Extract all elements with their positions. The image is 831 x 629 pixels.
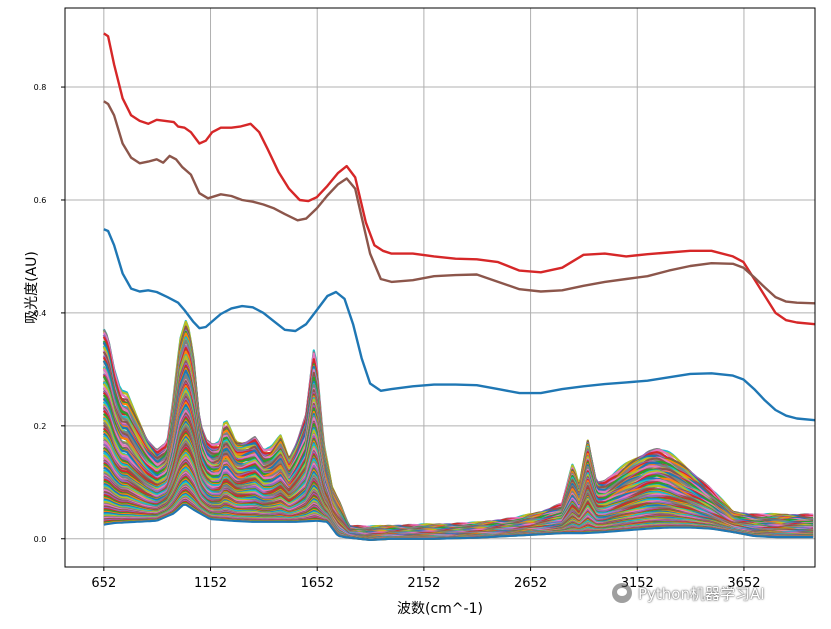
sample-spectrum-line	[103, 503, 814, 541]
y-axis-ticks: 0.0 0.2 0.4 0.6 0.8	[34, 83, 65, 544]
series-lines	[103, 32, 816, 422]
x-tick-label: 652	[91, 576, 116, 591]
x-axis-ticks: 652 1152 1652 2152 2652 3152 3652	[91, 567, 760, 591]
sample-spectra-band	[102, 319, 814, 541]
series-line-1	[103, 32, 816, 326]
plot-frame	[64, 7, 816, 568]
series-line-2	[103, 100, 816, 305]
y-tick-label: 0.2	[34, 422, 47, 431]
watermark: Python机器学习AI	[612, 580, 765, 606]
x-tick-label: 2152	[407, 576, 440, 591]
x-tick-label: 3652	[727, 576, 760, 591]
x-axis-label: 波数(cm^-1)	[397, 601, 483, 617]
x-tick-label: 2652	[514, 576, 547, 591]
y-axis-label: 吸光度(AU)	[24, 251, 40, 324]
x-tick-label: 1652	[301, 576, 334, 591]
wechat-icon	[612, 583, 632, 603]
y-tick-label: 0.8	[34, 83, 47, 92]
y-tick-label: 0.6	[34, 196, 47, 205]
y-tick-label: 0.4	[34, 309, 47, 318]
watermark-text: Python机器学习AI	[638, 584, 765, 603]
y-tick-label: 0.0	[34, 535, 47, 544]
series-line-3	[103, 228, 816, 422]
x-tick-label: 1152	[194, 576, 227, 591]
